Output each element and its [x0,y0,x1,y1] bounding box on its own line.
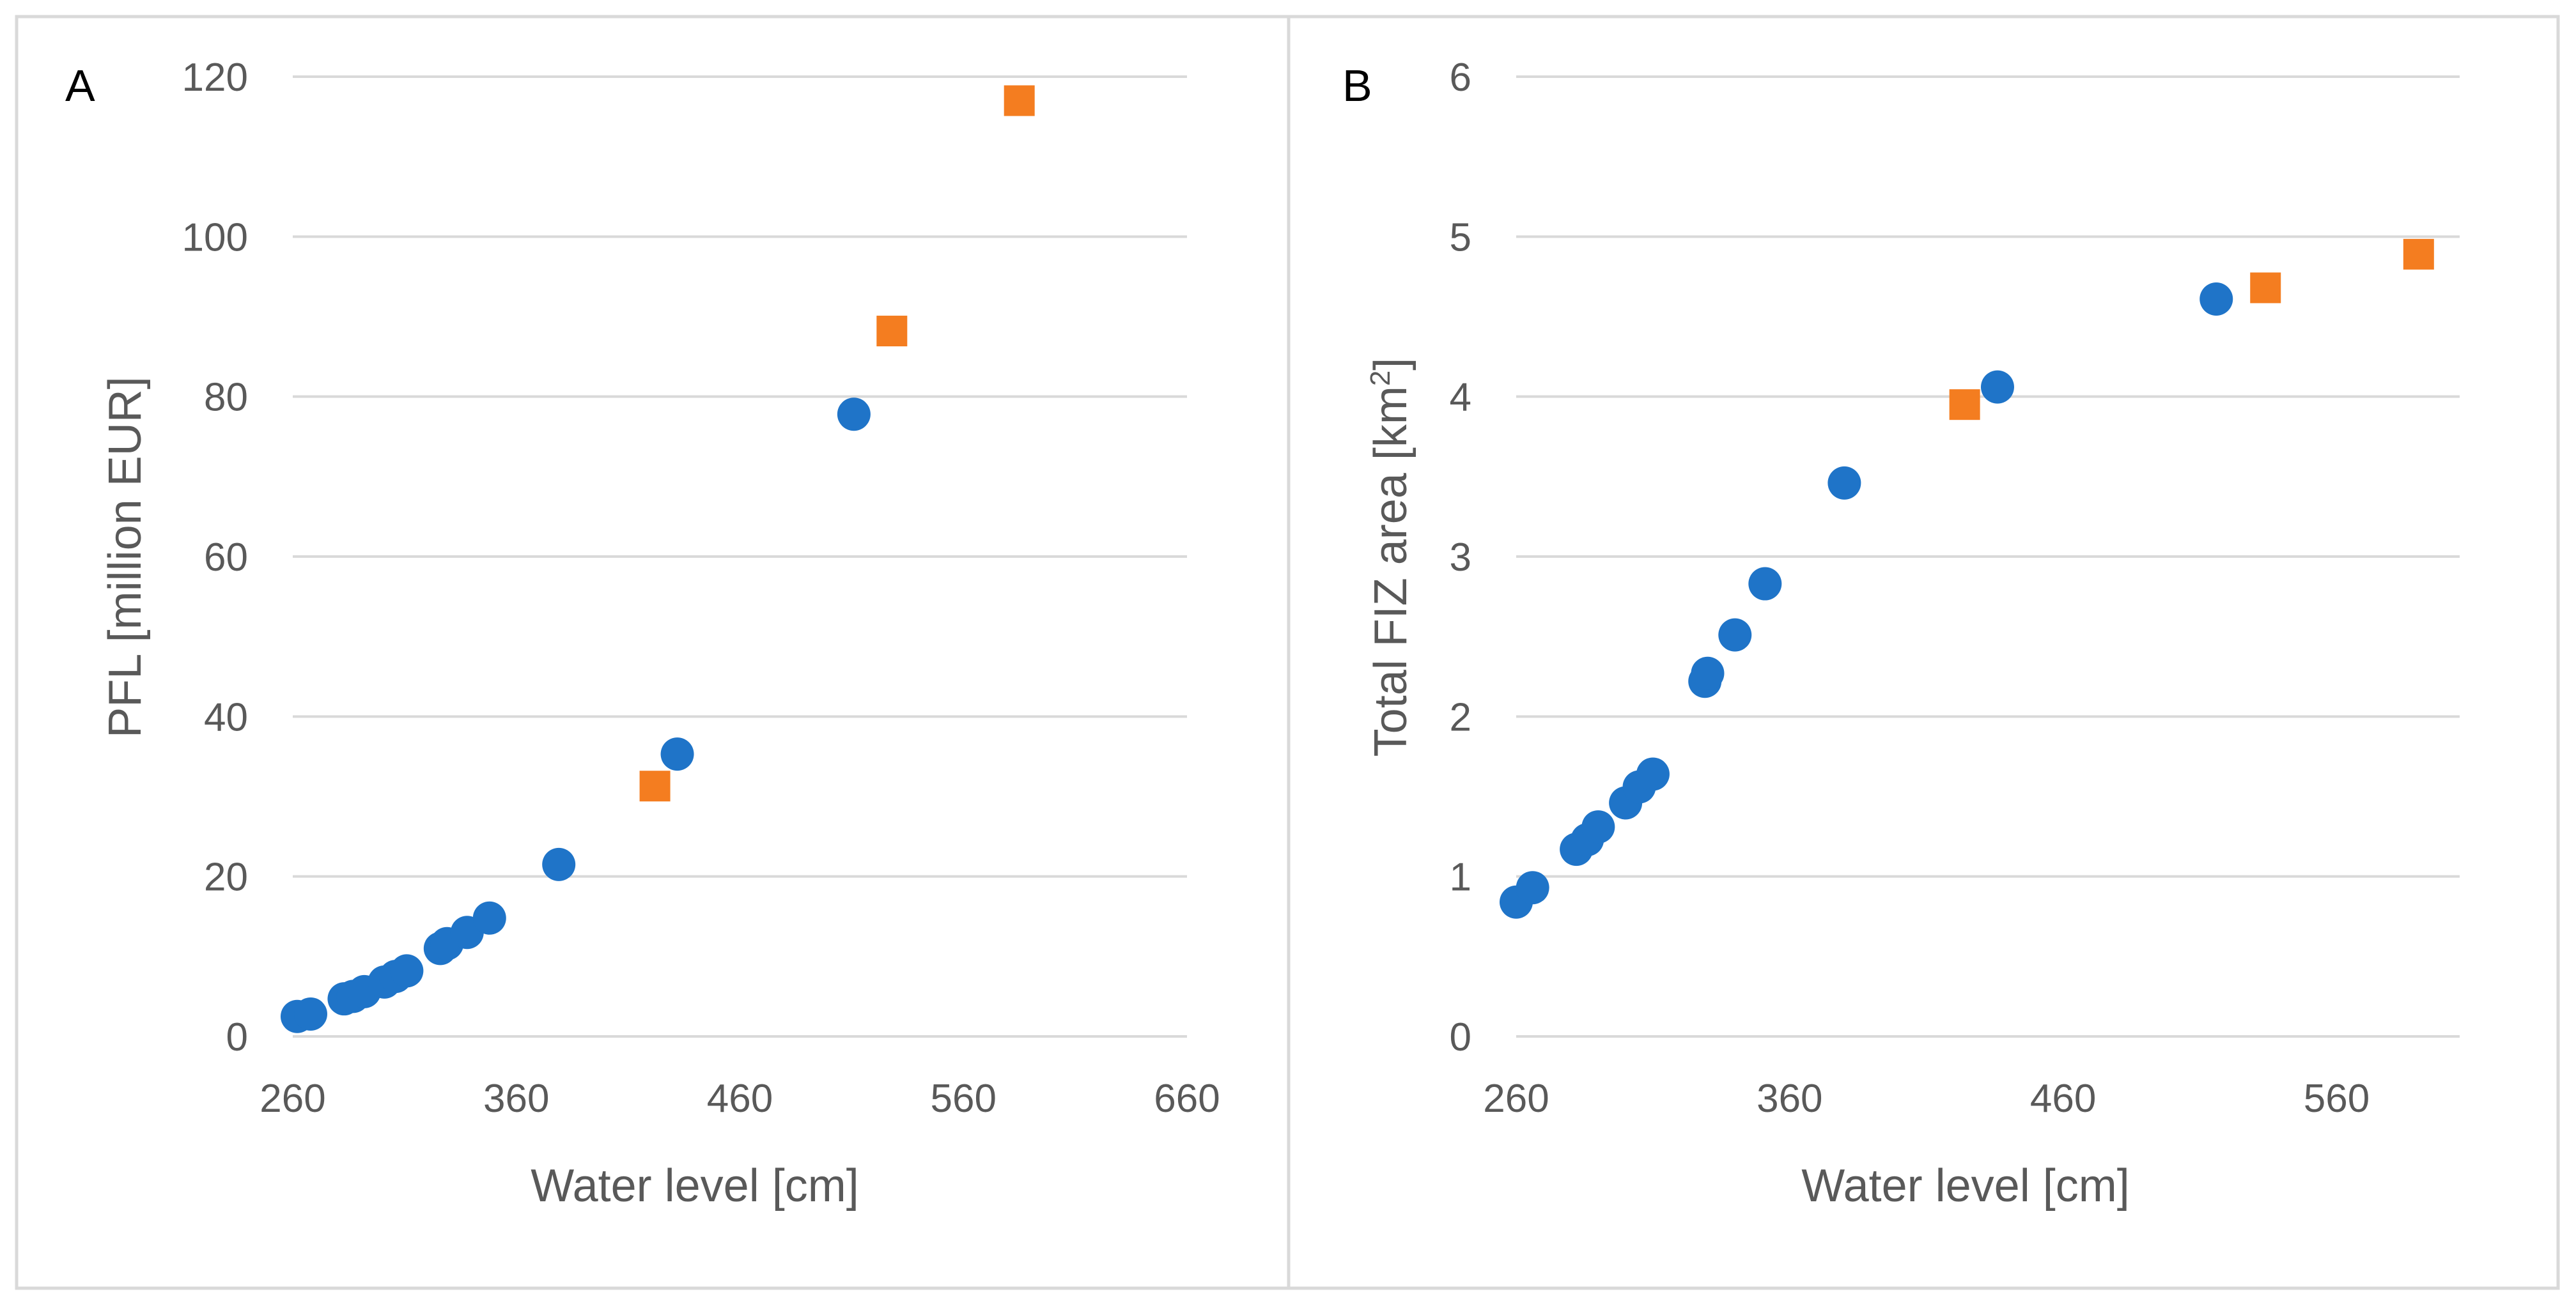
panel-b-marks [1500,238,2434,919]
panel-b-y-tick-label: 4 [1450,376,1471,420]
panel-b-observed-point [1691,656,1725,690]
panel-b-observed-point [2200,282,2233,316]
panel-a-x-tick-label: 360 [483,1077,549,1121]
panel-b-observed-point [1581,810,1615,844]
panel-a-x-tick-label: 560 [931,1077,997,1121]
panel-b-observed-point [1980,370,2014,404]
panel-a-scenario-point [639,771,671,802]
panel-b-gridlines [1516,75,2460,1038]
panel-b-y-tick-label: 6 [1450,56,1471,100]
panel-a-y-axis-title: PFL [million EUR] [100,376,151,737]
panel-b-x-tick-label: 360 [1757,1077,1822,1121]
panel-b-y-axis-title-main: Total FIZ area [km [1365,386,1416,757]
panel-b-x-axis-title: Water level [cm] [1801,1160,2129,1212]
panel-b-y-axis-title-end: ] [1365,358,1416,371]
panel-b-scenario-point [2403,238,2434,270]
panel-b-y-axis-title: Total FIZ area [km2] [1365,358,1416,757]
chart-panel-b: B 0 1 2 3 4 5 6 260 360 460 560 Water level [cm] T… [1342,56,2460,1212]
panel-a-y-tick-label: 60 [204,535,248,580]
panel-a-observed-point [472,901,506,935]
panel-a-x-tick-label: 260 [260,1077,325,1121]
panel-b-scenario-point [1949,389,1980,420]
panel-b-scenario-point [2250,272,2281,304]
panel-b-observed-point [1516,871,1549,905]
panel-b-observed-point [1636,757,1670,791]
panel-a-y-tick-label: 100 [182,215,248,259]
panel-b-y-tick-label: 0 [1450,1015,1471,1059]
panel-a-observed-point [390,954,424,988]
panel-b-observed-point [1718,618,1752,652]
panel-a-observed-point [293,997,327,1031]
panel-b-letter: B [1342,61,1372,111]
panel-a-observed-point [542,847,576,881]
panel-a-x-tick-label: 460 [707,1077,773,1121]
panel-a-scenario-point [876,316,908,347]
panel-b-y-tick-label: 1 [1450,856,1471,900]
panel-b-x-tick-label: 460 [2030,1077,2096,1121]
panel-a-scenario-point [1004,85,1035,116]
panel-a-y-tick-label: 120 [182,56,248,100]
panel-b-x-tick-label: 560 [2304,1077,2370,1121]
panel-b-y-axis-title-superscript: 2 [1365,371,1396,386]
panel-a-marks [280,85,1035,1033]
panel-a-x-axis-title: Water level [cm] [531,1160,858,1212]
panel-a-ticks: 0 20 40 60 80 100 120 260 360 460 560 660 [182,56,1220,1121]
panel-a-y-tick-label: 0 [226,1015,248,1059]
panel-a-x-tick-label: 660 [1154,1077,1220,1121]
panel-b-observed-point [1827,466,1861,500]
panel-b-observed-point [1748,567,1782,601]
panel-a-letter: A [65,61,95,111]
panel-b-y-tick-label: 3 [1450,535,1471,580]
panel-a-y-tick-label: 20 [204,856,248,900]
chart-panel-a: A 0 20 40 60 80 100 120 260 360 460 560 660 Water l… [65,56,1220,1212]
panel-b-y-tick-label: 2 [1450,695,1471,739]
panel-a-y-tick-label: 40 [204,695,248,739]
panel-b-x-tick-label: 260 [1483,1077,1549,1121]
panel-a-y-tick-label: 80 [204,376,248,420]
panel-b-ticks: 0 1 2 3 4 5 6 260 360 460 560 [1450,56,2370,1121]
panel-b-y-tick-label: 5 [1450,215,1471,259]
panel-a-gridlines [293,75,1187,1038]
panel-a-observed-point [837,397,871,431]
panel-a-observed-point [660,737,694,771]
